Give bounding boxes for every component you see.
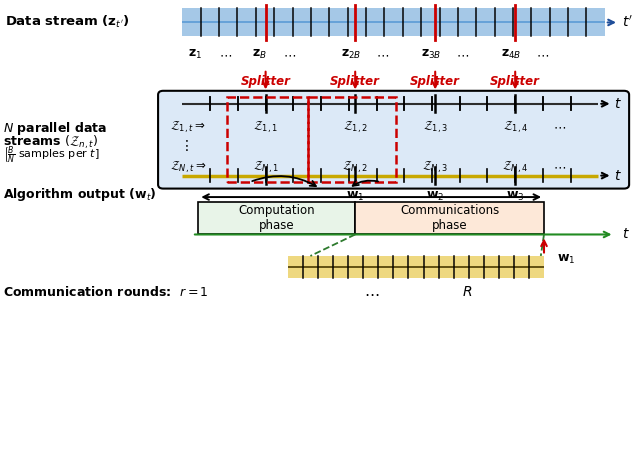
Text: $\vdots$: $\vdots$ (179, 138, 189, 153)
Text: streams $(\mathcal{Z}_{n,t})$: streams $(\mathcal{Z}_{n,t})$ (3, 133, 99, 151)
Bar (198, 202, 355, 234)
Text: $\mathcal{Z}_{N,1}$: $\mathcal{Z}_{N,1}$ (253, 159, 278, 175)
Bar (288, 256, 544, 278)
Text: $\ldots$: $\ldots$ (364, 284, 379, 299)
Text: $\mathcal{Z}_{N,3}$: $\mathcal{Z}_{N,3}$ (422, 159, 448, 175)
Bar (182, 9, 605, 36)
Text: $\left[\frac{B}{N}\right.$ samples per $\left.t\right]$: $\left[\frac{B}{N}\right.$ samples per $… (3, 145, 100, 166)
Text: Algorithm output ($\mathbf{w}_t$): Algorithm output ($\mathbf{w}_t$) (3, 186, 157, 203)
Text: $\mathcal{Z}_{N,2}$: $\mathcal{Z}_{N,2}$ (342, 159, 368, 175)
Text: $\mathbf{z}_{3B}$: $\mathbf{z}_{3B}$ (420, 48, 441, 62)
Text: $\mathcal{Z}_{1,2}$: $\mathcal{Z}_{1,2}$ (343, 119, 367, 135)
Text: $\cdots$: $\cdots$ (536, 48, 549, 62)
Text: Splitter: Splitter (490, 75, 540, 88)
Text: Splitter: Splitter (330, 75, 380, 88)
Text: $\mathcal{Z}_{1,1}$: $\mathcal{Z}_{1,1}$ (253, 119, 278, 135)
Bar (355, 202, 544, 234)
Text: $t$: $t$ (614, 169, 622, 183)
Text: $\cdots$: $\cdots$ (219, 48, 232, 62)
Text: Data stream ($\mathbf{z}_{t^{\prime}}$): Data stream ($\mathbf{z}_{t^{\prime}}$) (5, 14, 129, 31)
Text: $\mathbf{w}_1$: $\mathbf{w}_1$ (346, 189, 364, 202)
Text: $t$: $t$ (614, 97, 622, 111)
Text: $\mathbf{w}_3$: $\mathbf{w}_3$ (506, 189, 524, 202)
Text: Communication rounds:  $r = 1$: Communication rounds: $r = 1$ (3, 285, 209, 299)
Text: $N$ parallel data: $N$ parallel data (3, 120, 108, 137)
Text: $\mathbf{w}_2$: $\mathbf{w}_2$ (426, 189, 444, 202)
Text: Communications
phase: Communications phase (400, 204, 499, 232)
Text: $R$: $R$ (462, 285, 472, 299)
Text: $\mathbf{w}_1$: $\mathbf{w}_1$ (557, 253, 575, 266)
Text: $\mathbf{z}_{2B}$: $\mathbf{z}_{2B}$ (340, 48, 361, 62)
Text: $\mathcal{Z}_{N,t} \Rightarrow$: $\mathcal{Z}_{N,t} \Rightarrow$ (170, 159, 206, 175)
Text: $\mathbf{z}_{4B}$: $\mathbf{z}_{4B}$ (500, 48, 521, 62)
Text: $\mathcal{Z}_{1,3}$: $\mathcal{Z}_{1,3}$ (423, 119, 447, 135)
Text: $\cdots$: $\cdots$ (554, 161, 566, 174)
Text: $\cdots$: $\cdots$ (554, 121, 566, 134)
Text: $\mathbf{z}_B$: $\mathbf{z}_B$ (252, 48, 267, 62)
Text: $\mathcal{Z}_{1,t} \Rightarrow$: $\mathcal{Z}_{1,t} \Rightarrow$ (170, 119, 205, 135)
Text: Splitter: Splitter (410, 75, 460, 88)
Text: Computation
phase: Computation phase (239, 204, 315, 232)
Text: $t$: $t$ (622, 228, 630, 242)
Text: $\mathcal{Z}_{1,4}$: $\mathcal{Z}_{1,4}$ (502, 119, 528, 135)
Text: $\mathbf{z}_1$: $\mathbf{z}_1$ (188, 48, 202, 62)
FancyBboxPatch shape (158, 91, 629, 189)
Text: $t'$: $t'$ (622, 15, 633, 30)
Text: $\cdots$: $\cdots$ (376, 48, 389, 62)
Text: $\cdots$: $\cdots$ (283, 48, 296, 62)
Text: $\cdots$: $\cdots$ (456, 48, 469, 62)
Text: Splitter: Splitter (241, 75, 291, 88)
Text: $\mathcal{Z}_{N,4}$: $\mathcal{Z}_{N,4}$ (502, 159, 528, 175)
